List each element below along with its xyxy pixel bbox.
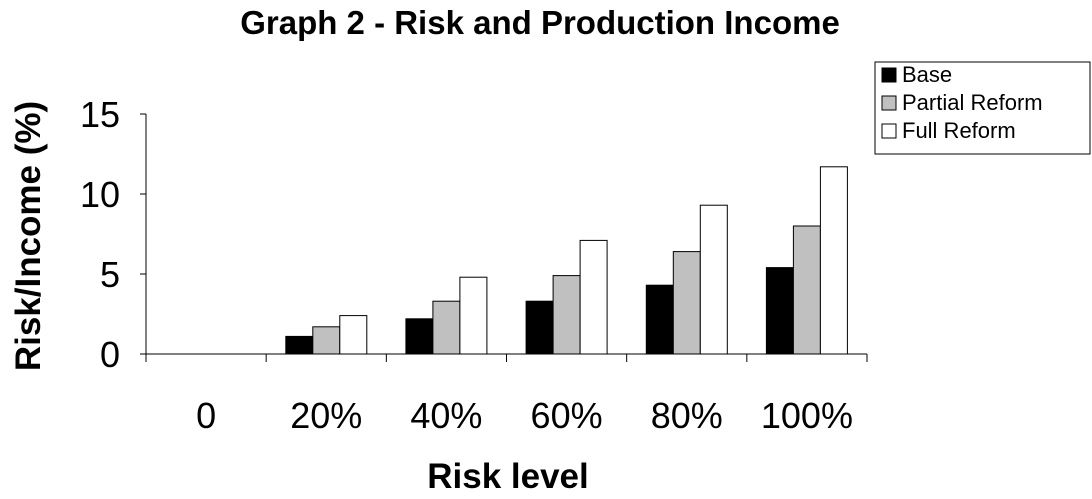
bar-base-1 <box>285 335 314 355</box>
x-tick-label: 60% <box>531 395 603 436</box>
legend-label: Full Reform <box>902 118 1016 143</box>
legend-swatch <box>881 123 897 139</box>
bar-partial-reform-2 <box>432 300 461 355</box>
x-tick-label: 100% <box>761 395 853 436</box>
chart-title: Graph 2 - Risk and Production Income <box>240 4 840 41</box>
y-tick-label: 5 <box>100 254 120 295</box>
x-tick-label: 20% <box>290 395 362 436</box>
bar-partial-reform-4 <box>672 251 701 355</box>
bar-full-reform-2 <box>459 276 488 355</box>
bar-full-reform-4 <box>699 204 728 355</box>
bar-base-5 <box>765 267 794 355</box>
y-tick-label: 0 <box>100 334 120 375</box>
legend-swatch <box>881 67 897 83</box>
x-tick-label: 0 <box>196 395 216 436</box>
bar-full-reform-5 <box>819 166 848 355</box>
legend-box <box>874 61 1091 155</box>
bar-partial-reform-5 <box>792 225 821 355</box>
y-tick-label: 15 <box>80 94 120 135</box>
bar-full-reform-3 <box>579 239 608 355</box>
plot-area: 0 5 10 15 0 20% 40% 60% 80% 100% <box>80 94 868 436</box>
bar-partial-reform-3 <box>552 275 581 355</box>
x-tick-label: 40% <box>410 395 482 436</box>
legend: Base Partial Reform Full Reform <box>874 61 1091 155</box>
x-axis-title: Risk level <box>427 457 589 496</box>
bar-base-3 <box>525 300 554 355</box>
legend-label: Base <box>902 62 952 87</box>
y-tick-label: 10 <box>80 174 120 215</box>
legend-label: Partial Reform <box>902 90 1043 115</box>
bar-base-2 <box>405 318 434 355</box>
x-tick-label: 80% <box>651 395 723 436</box>
bar-partial-reform-1 <box>312 326 341 355</box>
bar-base-4 <box>645 284 674 355</box>
bar-full-reform-1 <box>339 315 368 355</box>
legend-swatch <box>881 95 897 111</box>
y-axis-title: Risk/Income (%) <box>9 101 48 371</box>
